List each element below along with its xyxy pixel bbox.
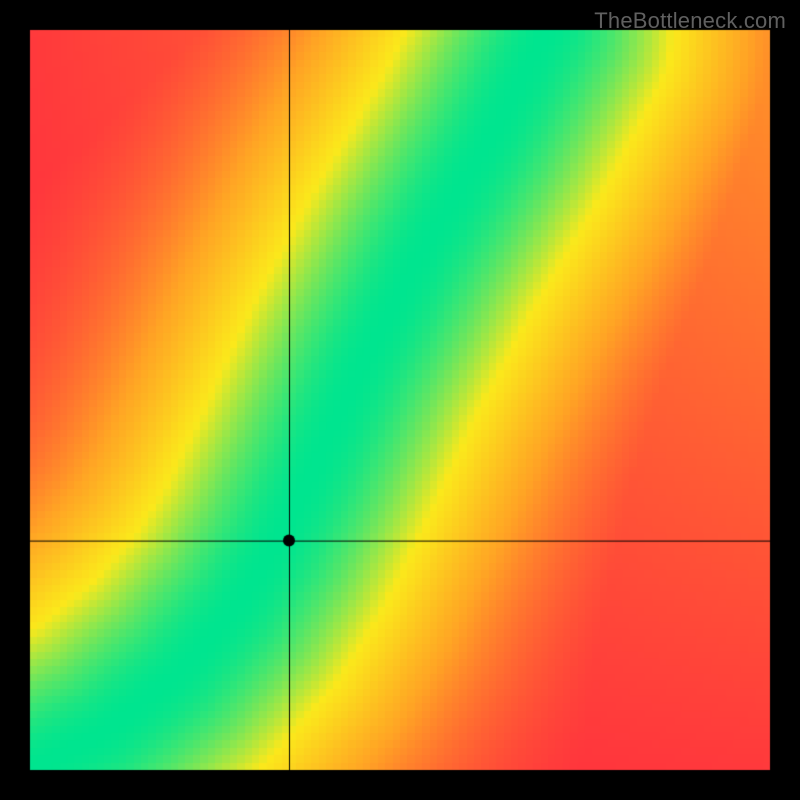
watermark-label: TheBottleneck.com [594, 8, 786, 34]
bottleneck-heatmap-canvas [0, 0, 800, 800]
chart-container: TheBottleneck.com [0, 0, 800, 800]
